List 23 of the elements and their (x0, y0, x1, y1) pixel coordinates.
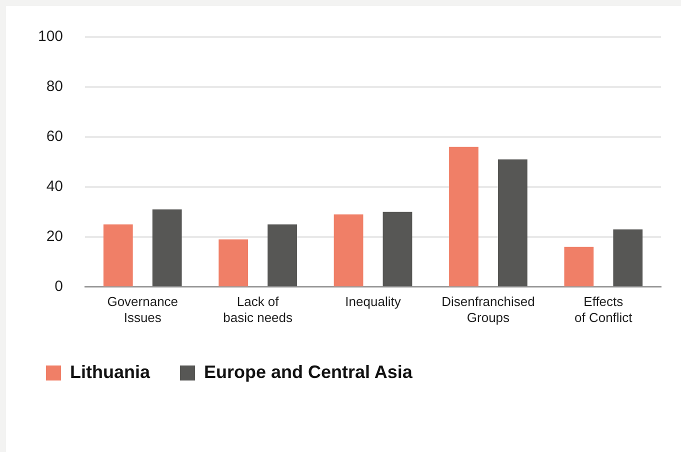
x-tick-label: Inequality (345, 294, 402, 310)
y-tick-label: 0 (54, 278, 64, 295)
y-tick-label: 100 (38, 28, 64, 46)
legend-label: Europe and Central Asia (204, 362, 414, 382)
y-tick-label: 40 (46, 178, 64, 196)
bar (382, 212, 412, 286)
x-tick-label: Lack of basic needs (223, 294, 294, 325)
bar (498, 159, 528, 286)
y-tick-label: 80 (46, 78, 64, 96)
bar (449, 146, 478, 286)
x-tick-label: Governance Issues (107, 294, 178, 325)
legend-label: Lithuania (70, 362, 151, 382)
x-tick-label: Disenfranchised Groups (442, 294, 535, 325)
bar (564, 246, 594, 286)
bar (613, 229, 643, 286)
bar (103, 224, 133, 286)
bar (152, 209, 182, 286)
y-tick-label: 20 (46, 228, 64, 245)
y-tick-label: 60 (46, 128, 64, 146)
bar (334, 214, 364, 286)
bar (268, 224, 297, 286)
bar (218, 239, 248, 286)
x-tick-label: Effects of Conflict (574, 294, 633, 325)
